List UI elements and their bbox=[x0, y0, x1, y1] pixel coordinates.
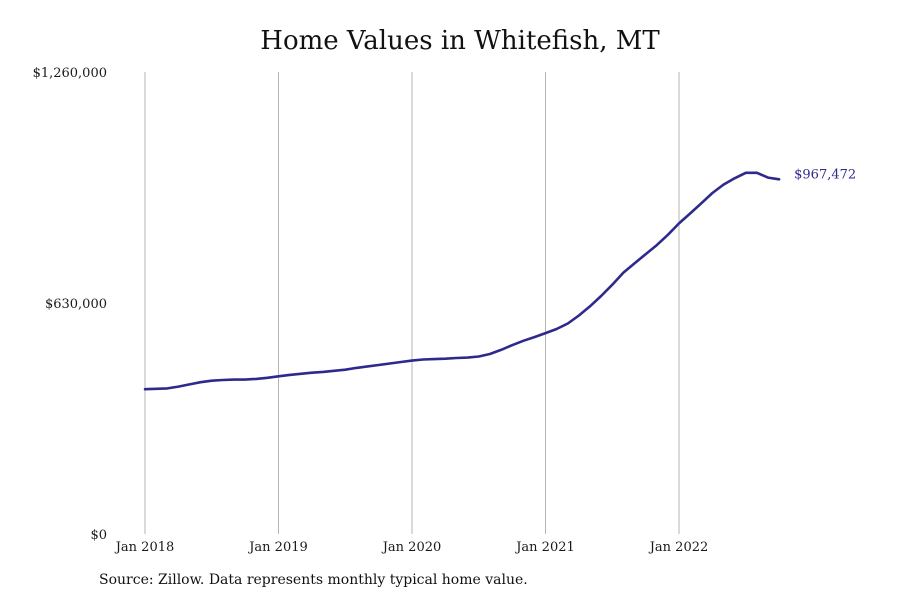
x-tick-label: Jan 2021 bbox=[514, 540, 575, 555]
end-value-label: $967,472 bbox=[794, 167, 856, 182]
source-note: Source: Zillow. Data represents monthly … bbox=[99, 572, 528, 588]
x-tick-label: Jan 2022 bbox=[648, 540, 709, 555]
chart-title: Home Values in Whitefish, MT bbox=[260, 26, 660, 56]
y-tick-label: $0 bbox=[90, 528, 107, 543]
x-tick-label: Jan 2018 bbox=[114, 540, 175, 555]
series-line bbox=[143, 171, 781, 391]
x-tick-label: Jan 2019 bbox=[247, 540, 308, 555]
y-tick-label: $1,260,000 bbox=[33, 66, 107, 81]
y-tick-label: $630,000 bbox=[45, 297, 107, 312]
x-tick-label: Jan 2020 bbox=[381, 540, 442, 555]
